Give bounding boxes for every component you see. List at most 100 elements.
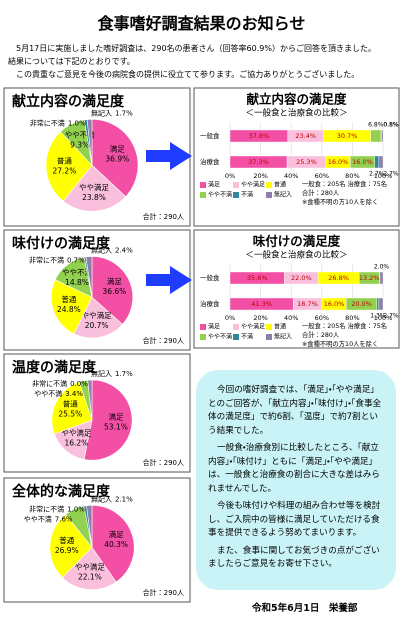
pie-slice [51,381,93,435]
legend-label: 不満 [241,191,253,199]
bar-value: 23.4% [295,132,316,140]
slice-label: 普通 [59,535,74,545]
slice-label: 普通 [61,294,76,304]
bar-value: 20.0% [351,300,372,308]
pie-slice [85,256,93,298]
slice-value: 1.0% [67,505,85,513]
legend-label: 不満 [241,333,253,341]
bar-value: 16.0% [352,158,373,166]
bar-segment [378,297,384,311]
bar-segment [378,155,384,169]
arrow [146,142,192,170]
bar-segment [379,271,384,285]
bar-value: 13.2% [359,274,380,282]
slice-label: やや満足 [75,563,105,572]
slice-label: 満足 [108,412,123,421]
slice-value: 22.1% [78,573,102,582]
slice-value: 2.1% [115,495,133,503]
intro: 5月17日に実施しました嗜好調査は、290名の患者さん（回答率60.9%）からご… [8,42,400,81]
chart-note: 合計：290人 [143,212,184,221]
chart-title: 味付けの満足度 [253,234,341,249]
bar-value: 16.0% [328,158,349,166]
pie-slice [86,504,93,548]
bar-value: 0.8% [383,122,399,129]
slice-value: 24.8% [57,305,81,314]
slice-value: 27.2% [53,166,77,175]
slice-value: 9.3% [70,141,89,150]
bar-value: 37.8% [249,132,270,140]
bar-value: 37.3% [248,158,269,166]
x-tick-label: 20% [253,314,267,322]
message-paragraph: 今後も味付けや料理の組み合わせ等を検討し、ご入院中の皆様に満足していただける食事… [208,501,381,538]
legend-swatch [200,334,206,340]
message-paragraph: また、食事に関してお気づきの点がございましたらご意見をお寄せ下さい。 [208,545,380,570]
bar-value: 18.7% [297,300,318,308]
chart-subtitle: ＜一般食と治療食の比較＞ [245,250,347,261]
legend-label: 普通 [274,181,286,189]
pie-slice [87,379,93,421]
footer: 令和5年6月1日 栄養部 [252,603,358,614]
chart-title: 味付けの満足度 [12,235,111,252]
row-label: 一般食 [200,273,220,282]
legend-label: 無記入 [274,333,292,341]
slice-label: 普通 [63,399,78,409]
slice-label: 無記入 [91,108,112,117]
bar-value: 25.3% [296,158,317,166]
bar-value: 2.7% [369,171,385,178]
pie-slice [86,118,93,166]
slice-value: 20.7% [85,321,109,330]
slice-value: 53.1% [104,422,128,431]
legend-label: やや不満 [208,333,232,341]
pie-slice [83,379,133,461]
bar-value: 35.6% [247,274,268,282]
row-label: 治療食 [200,299,220,308]
pie-slice [91,118,139,198]
row-label: 一般食 [200,131,220,140]
slice-value: 7.6% [55,515,73,523]
bar-value: 2.7% [383,313,399,320]
intro-line: 結果については下記のとおりです。 [8,57,135,66]
bar-value: 0.5% [383,122,399,129]
x-tick-label: 20% [253,172,267,180]
message-paragraph: 一般食・治療食別に比較したところ、「献立内容」・「味付け」ともに「満足」・「やや… [208,443,380,494]
slice-value: 2.4% [115,246,133,254]
intro-line: 5月17日に実施しました嗜好調査は、290名の患者さん（回答率60.9%）からご… [16,44,376,53]
legend-swatch [266,324,272,330]
pie-slice [62,164,127,212]
slice-value: 14.8% [65,278,89,287]
chart-title: 全体的な満足度 [12,483,111,500]
bar-value: 2.7% [383,171,399,178]
legend-swatch [200,182,206,188]
legend-label: 普通 [274,323,286,331]
bar-value: 16.0% [324,300,345,308]
legend-swatch [233,324,239,330]
legend-label: 満足 [208,181,220,189]
pie-slice [50,279,93,335]
chart-note: ※食種不明の方10人を除く [302,339,378,348]
slice-value: 40.3% [104,540,128,549]
chart-note: 合計：290人 [143,336,184,345]
chart-frame [193,229,400,349]
slice-value: 26.9% [55,546,79,555]
slice-label: やや不満 [65,131,95,140]
bar-value: 30.7% [337,132,358,140]
chart-note: 合計：290人 [143,588,184,597]
message-paragraph: 今回の嗜好調査では、「満足」・「やや満足」とのご回答が、「献立内容」・「味付け」… [208,385,382,436]
x-tick-label: 60% [315,172,329,180]
x-tick-label: 80% [345,172,359,180]
x-tick-label: 100% [374,314,393,322]
message-box: 今回の嗜好調査では、「満足」・「やや満足」とのご回答が、「献立内容」・「味付け」… [196,370,396,590]
slice-label: 満足 [107,277,122,286]
slice-value: 0.7% [67,256,85,264]
bar-value: 41.3% [251,300,272,308]
chart-note: 一般食：205名 治療食：75名 [302,179,387,188]
pie-slice [91,504,135,583]
slice-label: 無記入 [91,245,112,254]
x-tick-label: 0% [225,172,235,180]
legend-label: やや不満 [208,191,232,199]
arrow [146,266,192,294]
slice-label: やや不満 [34,390,62,398]
pie-slice [49,514,93,578]
legend-swatch [266,192,272,198]
bar-value: 26.8% [328,274,349,282]
